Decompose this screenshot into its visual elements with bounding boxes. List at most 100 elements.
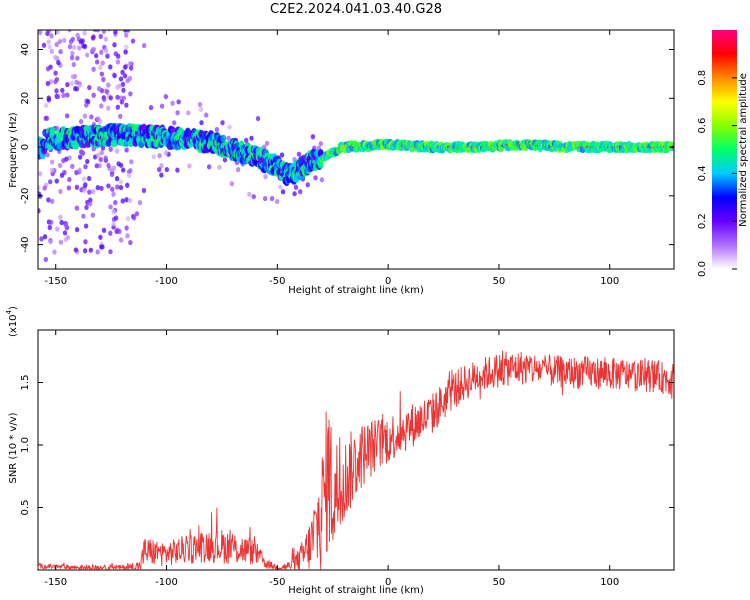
heatmap-cell — [127, 61, 133, 67]
colorbar-tick-label: 0.4 — [697, 165, 708, 181]
heatmap-cell — [42, 185, 47, 191]
heatmap-cell — [280, 189, 286, 195]
heatmap-cell — [63, 236, 69, 243]
heatmap-cell — [55, 226, 60, 232]
heatmap-cell — [118, 76, 124, 82]
heatmap-cell — [54, 41, 59, 48]
heatmap-cell — [89, 114, 94, 120]
heatmap-cell — [292, 191, 297, 197]
snr-x-tick-label: -150 — [44, 577, 67, 588]
heatmap-cell — [113, 51, 119, 57]
heatmap-cell — [43, 115, 48, 121]
heatmap-cell — [134, 211, 140, 217]
heatmap-cell — [98, 64, 103, 70]
heatmap-cell — [175, 110, 180, 116]
heatmap-cell — [199, 120, 204, 126]
heatmap-cell — [122, 64, 128, 70]
heatmap-cell — [78, 149, 84, 155]
heatmap-cell — [108, 230, 113, 236]
heatmap-cell — [46, 39, 51, 45]
heatmap-cell — [121, 87, 126, 93]
heatmap-cell — [128, 25, 132, 30]
spectrogram-x-tick-label: -50 — [269, 276, 285, 287]
heatmap-cell — [47, 224, 53, 231]
heatmap-cell — [106, 82, 111, 88]
heatmap-cell — [61, 157, 66, 164]
heatmap-cell — [71, 44, 77, 51]
heatmap-cell — [214, 126, 220, 133]
heatmap-cell — [137, 200, 143, 206]
heatmap-cell — [124, 44, 129, 50]
heatmap-cell — [94, 53, 99, 59]
heatmap-cell — [103, 48, 109, 54]
heatmap-cell — [99, 103, 104, 109]
heatmap-cell — [82, 187, 87, 193]
snr-frame — [37, 329, 675, 571]
heatmap-cell — [131, 19, 135, 24]
heatmap-cell — [163, 150, 169, 156]
colorbar: 0.0 0.2 0.4 0.6 0.8 Normalized spectral ampl… — [697, 30, 749, 277]
heatmap-cell — [69, 80, 75, 86]
snr-y-tick-label: 0.5 — [20, 500, 31, 516]
spectrogram-x-tick-label: -150 — [44, 276, 67, 287]
heatmap-cell — [38, 171, 43, 177]
heatmap-cell — [108, 146, 113, 152]
heatmap-cell — [128, 65, 134, 71]
chart-title: C2E2.2024.041.03.40.G28 — [270, 2, 442, 17]
snr-ticks: -150 -100 -50 0 50 100 0.5 1.0 1.5 — [20, 330, 674, 588]
heatmap-cell — [48, 219, 54, 225]
heatmap-cell — [118, 162, 124, 168]
heatmap-cell — [73, 247, 79, 253]
heatmap-cell — [103, 36, 109, 42]
heatmap-cell — [176, 99, 181, 105]
heatmap-cell — [114, 176, 120, 182]
heatmap-cell — [126, 17, 130, 22]
heatmap-cell — [72, 21, 76, 26]
heatmap-cell — [49, 48, 55, 54]
heatmap-cell — [86, 175, 92, 182]
heatmap-cell — [88, 247, 94, 253]
heatmap-cell — [81, 176, 87, 182]
heatmap-cell — [99, 185, 104, 191]
heatmap-cell — [220, 120, 225, 126]
snr-x-tick-label: 50 — [493, 577, 506, 588]
spectrogram-y-tick-label: 0 — [20, 144, 31, 150]
heatmap-cell — [197, 101, 203, 108]
heatmap-cell — [91, 92, 96, 98]
heatmap-cell — [113, 30, 118, 35]
heatmap-cell — [66, 185, 72, 191]
heatmap-cell — [70, 50, 75, 56]
heatmap-cell — [101, 30, 107, 34]
heatmap-cell — [319, 177, 325, 183]
heatmap-cell — [109, 171, 115, 178]
heatmap-cell — [60, 87, 65, 93]
heatmap-cell — [99, 13, 103, 18]
heatmap-cell — [111, 209, 116, 215]
heatmap-cell — [82, 113, 88, 119]
heatmap-cell — [125, 233, 130, 239]
heatmap-cell — [222, 157, 228, 163]
snr-scale-label: (x104) — [5, 306, 19, 337]
heatmap-cell — [115, 84, 120, 90]
heatmap-cell — [42, 234, 48, 240]
heatmap-cell — [124, 32, 129, 38]
heatmap-cell — [102, 96, 107, 102]
heatmap-cell — [82, 43, 88, 50]
heatmap-cell — [82, 30, 87, 36]
colorbar-tick-label: 0.0 — [697, 261, 708, 277]
heatmap-cell — [47, 44, 53, 50]
heatmap-cell — [94, 59, 100, 65]
heatmap-cell — [87, 84, 92, 91]
snr-x-label: Height of straight line (km) — [288, 585, 424, 596]
heatmap-cell — [77, 154, 83, 160]
heatmap-cell — [113, 199, 118, 206]
heatmap-cell — [65, 82, 70, 88]
heatmap-cell — [76, 45, 82, 51]
heatmap-cell — [118, 113, 123, 119]
heatmap-cell — [204, 112, 209, 118]
heatmap-cell — [106, 16, 110, 21]
heatmap-cell — [103, 155, 108, 161]
spectrogram-y-tick-label: -20 — [20, 188, 31, 204]
heatmap-cell — [58, 214, 63, 220]
